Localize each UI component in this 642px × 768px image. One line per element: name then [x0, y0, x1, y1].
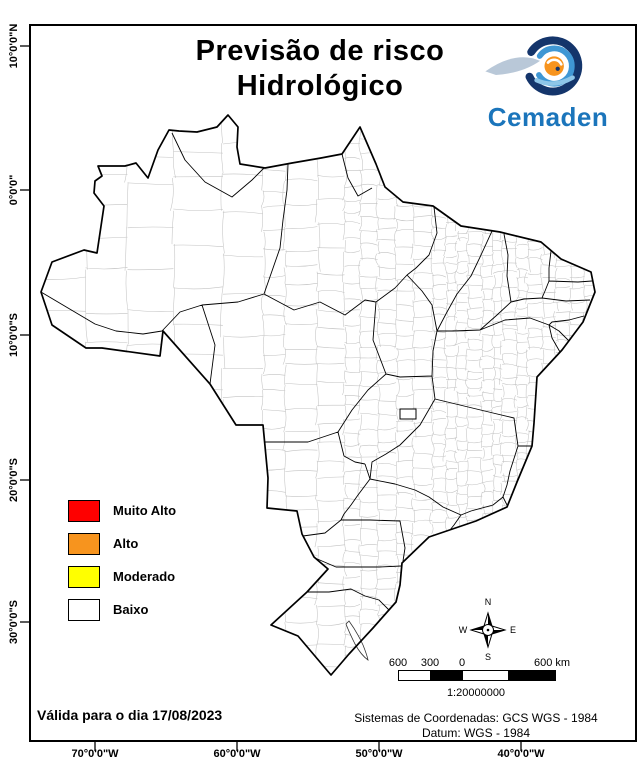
title-line-1: Previsão de risco [195, 35, 445, 67]
scale-ratio: 1:20000000 [446, 687, 506, 699]
legend: Muito Alto Alto Moderado Baixo [68, 499, 177, 621]
compass-rose: N E S W [459, 597, 516, 662]
lon-label-50w: 50°0'0"W [355, 748, 403, 760]
lon-label-60w: 60°0'0"W [213, 748, 261, 760]
compass-north-label: N [485, 597, 492, 607]
compass-south-label: S [485, 652, 491, 662]
cemaden-logo-icon [485, 36, 583, 96]
lon-label-70w: 70°0'0"W [71, 748, 119, 760]
legend-swatch-moderado [68, 565, 100, 588]
state-boundaries [40, 132, 593, 611]
legend-label-baixo: Baixo [113, 602, 149, 617]
lat-label-20s: 20°0'0"S [8, 457, 20, 503]
compass-east-label: E [510, 625, 516, 635]
compass-hub-dot [486, 628, 490, 632]
scale-bar-segment [509, 671, 555, 680]
legend-swatch-alto [68, 532, 100, 555]
brazil-outline [40, 114, 596, 676]
scale-label-600-left: 600 [388, 657, 408, 669]
scale-label-300: 300 [420, 657, 440, 669]
legend-item: Alto [68, 532, 176, 555]
cemaden-logo: Cemaden [462, 30, 634, 133]
lagoon-outline [345, 620, 369, 661]
lat-label-10n: 10°0'0"N [8, 23, 20, 69]
legend-item: Baixo [68, 598, 176, 621]
scale-label-600-km: 600 km [533, 657, 571, 669]
legend-swatch-muito-alto [68, 499, 100, 522]
scale-label-0: 0 [458, 657, 466, 669]
axis-ticks [20, 45, 522, 751]
lat-label-30s: 30°0'0"S [8, 599, 20, 645]
scale-bar-segment [431, 671, 463, 680]
scale-bar-segment [399, 671, 431, 680]
scale-bar [398, 670, 556, 681]
legend-item: Moderado [68, 565, 176, 588]
compass-west-label: W [459, 625, 468, 635]
lon-label-40w: 40°0'0"W [497, 748, 545, 760]
map-frame [29, 24, 637, 742]
validity-date: Válida para o dia 17/08/2023 [37, 707, 223, 723]
page-title: Previsão de risco Hidrológico [120, 34, 520, 104]
distrito-federal-outline [399, 408, 417, 420]
legend-label-alto: Alto [113, 536, 139, 551]
legend-swatch-baixo [68, 598, 100, 621]
legend-item: Muito Alto [68, 499, 177, 522]
coordinate-system-line: Sistemas de Coordenadas: GCS WGS - 1984 [354, 711, 598, 725]
legend-label-moderado: Moderado [113, 569, 176, 584]
lat-label-0: 0°0'0" [8, 174, 20, 206]
lat-label-10s: 10°0'0"S [8, 312, 20, 358]
title-line-2: Hidrológico [236, 70, 404, 102]
cemaden-wordmark: Cemaden [487, 102, 609, 132]
legend-label-muito-alto: Muito Alto [113, 503, 177, 518]
datum-line: Datum: WGS - 1984 [421, 726, 531, 740]
coordinate-system-note: Sistemas de Coordenadas: GCS WGS - 1984 … [330, 711, 622, 741]
scale-bar-segment [463, 671, 509, 680]
